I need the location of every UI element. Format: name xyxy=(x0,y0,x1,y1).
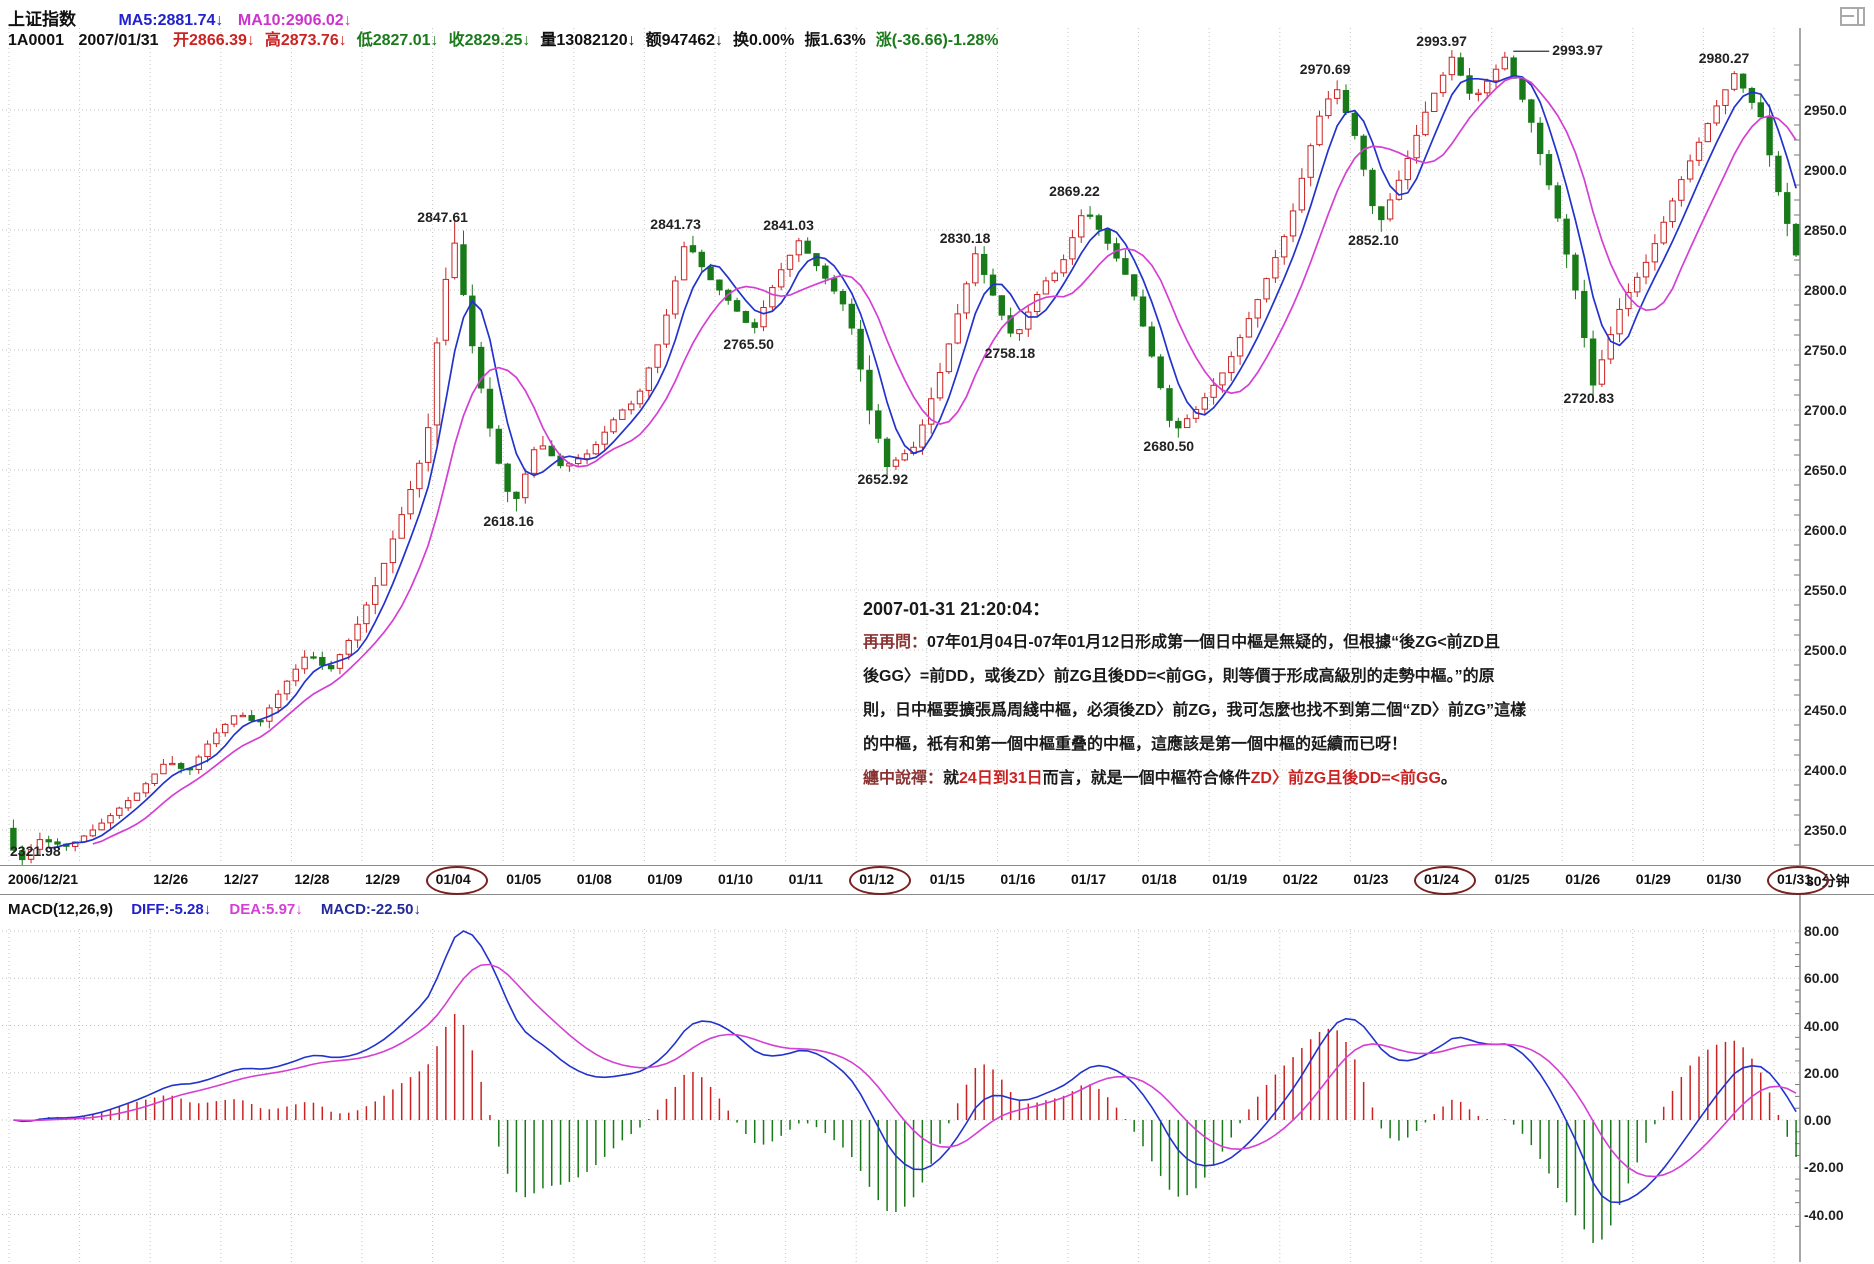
window-layout-icon-split xyxy=(1842,15,1854,17)
window-layout-icon[interactable] xyxy=(1840,7,1865,26)
window-layout-icon-divider xyxy=(1857,9,1859,24)
timeframe-label[interactable]: 30分钟 xyxy=(1806,873,1850,889)
